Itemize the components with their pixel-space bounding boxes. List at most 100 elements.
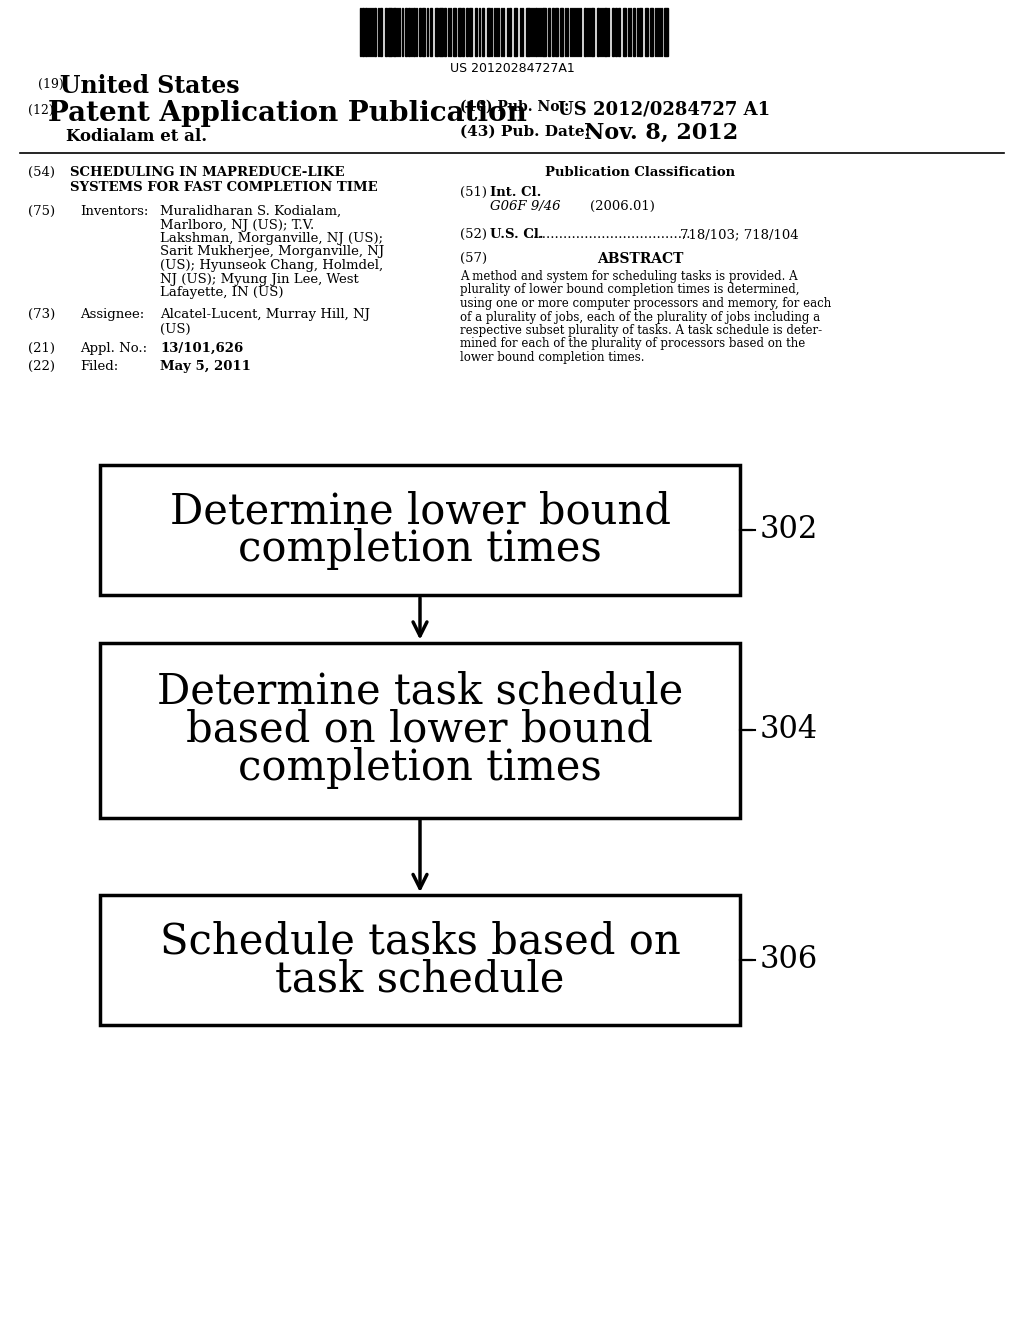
Text: 13/101,626: 13/101,626 <box>160 342 244 355</box>
Text: 302: 302 <box>760 515 818 545</box>
Text: Schedule tasks based on: Schedule tasks based on <box>160 920 680 962</box>
Text: (21): (21) <box>28 342 55 355</box>
Bar <box>100 643 740 817</box>
Text: Nov. 8, 2012: Nov. 8, 2012 <box>584 121 738 144</box>
Text: Kodialam et al.: Kodialam et al. <box>66 128 207 145</box>
Text: SCHEDULING IN MAPREDUCE-LIKE
SYSTEMS FOR FAST COMPLETION TIME: SCHEDULING IN MAPREDUCE-LIKE SYSTEMS FOR… <box>70 166 378 194</box>
Bar <box>664 8 668 55</box>
Text: completion times: completion times <box>239 747 602 789</box>
Text: plurality of lower bound completion times is determined,: plurality of lower bound completion time… <box>460 284 800 297</box>
Bar <box>469 8 472 55</box>
Bar <box>362 8 364 55</box>
Text: (75): (75) <box>28 205 55 218</box>
Text: (19): (19) <box>38 78 63 91</box>
Bar <box>604 8 607 55</box>
Text: based on lower bound: based on lower bound <box>186 709 653 751</box>
Text: Marlboro, NJ (US); T.V.: Marlboro, NJ (US); T.V. <box>160 219 314 231</box>
Text: Publication Classification: Publication Classification <box>545 166 735 180</box>
Bar <box>406 8 407 55</box>
Bar <box>466 8 468 55</box>
Text: May 5, 2011: May 5, 2011 <box>160 360 251 374</box>
Text: 306: 306 <box>760 945 818 975</box>
Bar <box>560 8 563 55</box>
Bar <box>393 8 396 55</box>
Bar <box>487 8 490 55</box>
Bar <box>555 8 558 55</box>
Text: (10) Pub. No.:: (10) Pub. No.: <box>460 100 569 114</box>
Text: respective subset plurality of tasks. A task schedule is deter-: respective subset plurality of tasks. A … <box>460 323 822 337</box>
Text: (2006.01): (2006.01) <box>590 201 655 213</box>
Bar <box>365 8 367 55</box>
Text: US 20120284727A1: US 20120284727A1 <box>450 62 574 75</box>
Text: Muralidharan S. Kodialam,: Muralidharan S. Kodialam, <box>160 205 341 218</box>
Bar <box>542 8 546 55</box>
Text: (52): (52) <box>460 228 487 242</box>
Bar <box>612 8 614 55</box>
Bar <box>388 8 392 55</box>
Bar <box>385 8 387 55</box>
Bar <box>591 8 594 55</box>
Text: 718/103; 718/104: 718/103; 718/104 <box>680 228 799 242</box>
Bar <box>439 8 443 55</box>
Bar <box>615 8 617 55</box>
Bar <box>639 8 642 55</box>
Bar <box>526 8 530 55</box>
Bar <box>623 8 626 55</box>
Bar <box>548 8 550 55</box>
Bar <box>374 8 376 55</box>
Bar <box>380 8 382 55</box>
Text: US 2012/0284727 A1: US 2012/0284727 A1 <box>558 100 770 117</box>
Text: of a plurality of jobs, each of the plurality of jobs including a: of a plurality of jobs, each of the plur… <box>460 310 820 323</box>
Text: Lakshman, Morganville, NJ (US);: Lakshman, Morganville, NJ (US); <box>160 232 383 246</box>
Bar <box>584 8 586 55</box>
Bar <box>408 8 410 55</box>
Text: Filed:: Filed: <box>80 360 118 374</box>
Text: (51): (51) <box>460 186 487 199</box>
Bar <box>597 8 599 55</box>
Text: completion times: completion times <box>239 528 602 570</box>
Text: Int. Cl.: Int. Cl. <box>490 186 542 199</box>
Bar <box>552 8 554 55</box>
Bar <box>650 8 653 55</box>
Bar <box>458 8 461 55</box>
Bar <box>413 8 415 55</box>
Text: (57): (57) <box>460 252 487 265</box>
Bar <box>422 8 425 55</box>
Bar <box>482 8 484 55</box>
Text: NJ (US); Myung Jin Lee, West: NJ (US); Myung Jin Lee, West <box>160 272 358 285</box>
Text: (54): (54) <box>28 166 55 180</box>
Bar <box>430 8 432 55</box>
Text: Alcatel-Lucent, Murray Hill, NJ
(US): Alcatel-Lucent, Murray Hill, NJ (US) <box>160 308 370 337</box>
Text: mined for each of the plurality of processors based on the: mined for each of the plurality of proce… <box>460 338 805 351</box>
Text: G06F 9/46: G06F 9/46 <box>490 201 560 213</box>
Text: using one or more computer processors and memory, for each: using one or more computer processors an… <box>460 297 831 310</box>
Text: Determine task schedule: Determine task schedule <box>157 671 683 713</box>
Text: ......................................: ...................................... <box>530 228 691 242</box>
Text: 304: 304 <box>760 714 818 746</box>
Text: task schedule: task schedule <box>275 958 564 1001</box>
Text: (73): (73) <box>28 308 55 321</box>
Bar <box>514 8 517 55</box>
Text: Patent Application Publication: Patent Application Publication <box>48 100 527 127</box>
Text: Assignee:: Assignee: <box>80 308 144 321</box>
Bar <box>618 8 620 55</box>
Text: Lafayette, IN (US): Lafayette, IN (US) <box>160 286 284 300</box>
Text: (43) Pub. Date:: (43) Pub. Date: <box>460 125 590 139</box>
Text: U.S. Cl.: U.S. Cl. <box>490 228 544 242</box>
Text: Determine lower bound: Determine lower bound <box>170 490 671 532</box>
Bar <box>535 8 537 55</box>
Text: United States: United States <box>60 74 240 98</box>
Bar <box>475 8 477 55</box>
Bar <box>444 8 446 55</box>
Text: ABSTRACT: ABSTRACT <box>597 252 683 267</box>
Bar <box>435 8 438 55</box>
Bar <box>633 8 635 55</box>
Bar <box>509 8 511 55</box>
Bar <box>453 8 456 55</box>
Text: Appl. No.:: Appl. No.: <box>80 342 147 355</box>
Text: Inventors:: Inventors: <box>80 205 148 218</box>
Text: (22): (22) <box>28 360 55 374</box>
Text: (12): (12) <box>28 104 53 117</box>
Text: A method and system for scheduling tasks is provided. A: A method and system for scheduling tasks… <box>460 271 798 282</box>
Bar <box>100 465 740 595</box>
